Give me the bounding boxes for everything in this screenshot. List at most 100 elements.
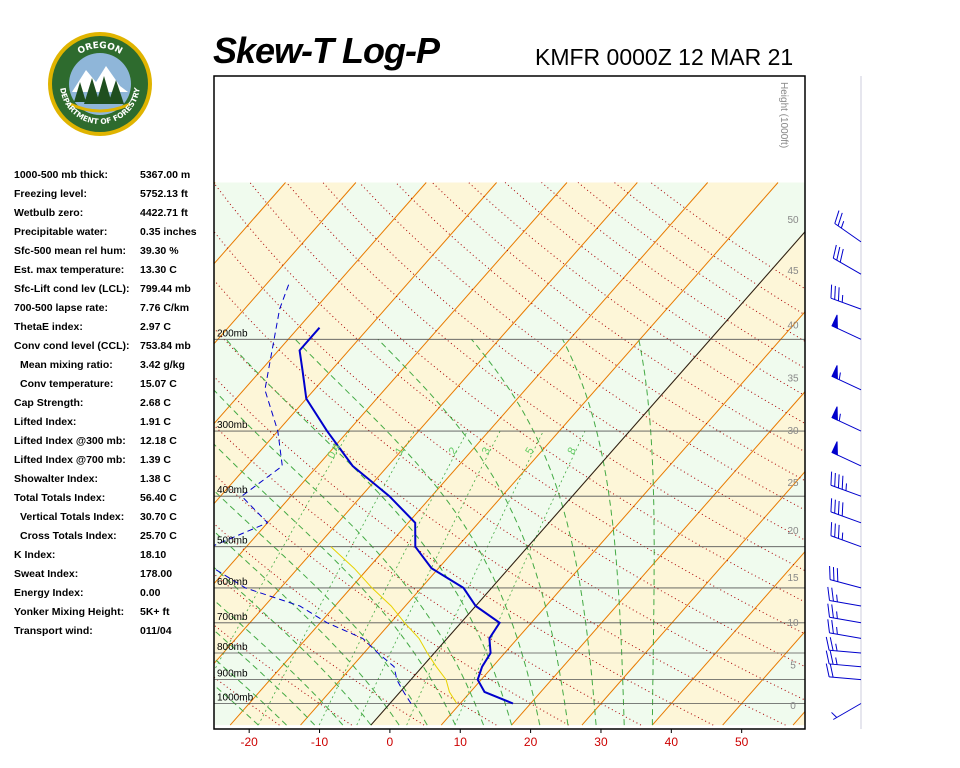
- index-label: 700-500 lapse rate:: [14, 302, 108, 314]
- isotherm-line: [581, 470, 805, 726]
- index-label: 1000-500 mb thick:: [14, 169, 108, 181]
- index-label: Cap Strength:: [14, 397, 84, 409]
- index-label: Est. max temperature:: [14, 264, 125, 276]
- plot-frame: [213, 75, 806, 730]
- height-tick-label: 50: [787, 215, 799, 226]
- isotherm-line: [792, 710, 805, 726]
- index-value: 18.10: [140, 549, 167, 561]
- index-label: Showalter Index:: [14, 473, 99, 485]
- barb-half: [835, 643, 838, 652]
- index-value: 12.18 C: [140, 435, 177, 447]
- isotherm-band: [300, 182, 805, 726]
- mixing-ratio-label: 2: [447, 445, 460, 456]
- dewpoint-profile-line: [214, 281, 412, 704]
- index-row: Conv cond level (CCL): 753.84 mb: [14, 338, 214, 357]
- index-label: ThetaE index:: [14, 321, 83, 333]
- isotherm-band: [214, 182, 216, 184]
- wind-barb: [830, 471, 862, 497]
- index-value: 5K+ ft: [140, 606, 170, 618]
- isotherm-line: [300, 182, 779, 726]
- barb-full: [831, 619, 834, 634]
- barb-half: [845, 483, 847, 491]
- wind-barb: [832, 244, 862, 275]
- barb-full: [834, 523, 836, 538]
- logo-mountains: [72, 66, 128, 92]
- wind-barb: [830, 284, 862, 310]
- x-tick-label: 0: [387, 735, 394, 749]
- height-tick-label: 10: [787, 618, 799, 629]
- index-row: Energy Index: 0.00: [14, 585, 214, 604]
- index-value: 3.42 g/kg: [140, 359, 185, 371]
- barb-shaft: [833, 257, 862, 275]
- isotherm-band: [793, 711, 805, 726]
- height-tick-label: 20: [787, 526, 799, 537]
- index-row: Transport wind: 011/04: [14, 623, 214, 642]
- barb-shaft: [833, 703, 862, 720]
- dry-adiabat: [214, 573, 425, 726]
- isotherm-line: [229, 182, 709, 726]
- wind-barb: [825, 650, 862, 668]
- isotherm-line: [0, 183, 74, 726]
- mixing-ratio-label: 1: [393, 446, 406, 457]
- index-value: 0.00: [140, 587, 161, 599]
- index-value: 4422.71 ft: [140, 207, 188, 219]
- index-row: Mean mixing ratio: 3.42 g/kg: [14, 357, 214, 376]
- isotherm-band: [0, 183, 74, 726]
- moist-adiabat: [214, 443, 456, 726]
- moist-adiabat: [214, 389, 484, 726]
- index-value: 15.07 C: [140, 378, 177, 390]
- index-value: 5752.13 ft: [140, 188, 188, 200]
- index-row: Cap Strength: 2.68 C: [14, 395, 214, 414]
- barb-flag: [831, 314, 838, 330]
- x-tick-label: 40: [665, 735, 679, 749]
- barb-full: [831, 587, 834, 602]
- isotherm-line: [651, 550, 805, 726]
- barb-full: [831, 604, 834, 618]
- index-row: Lifted Index @300 mb: 12.18 C: [14, 433, 214, 452]
- index-value: 30.70 C: [140, 511, 177, 523]
- index-value: 25.70 C: [140, 530, 177, 542]
- isotherm-line: [214, 182, 427, 425]
- wind-barb: [834, 210, 862, 243]
- moist-adiabat: [377, 338, 569, 726]
- barb-full: [834, 285, 836, 300]
- barb-shaft: [829, 663, 862, 668]
- index-row: Freezing level: 5752.13 ft: [14, 186, 214, 205]
- index-label: Sweat Index:: [14, 568, 79, 580]
- moist-adiabat: [638, 339, 655, 726]
- index-label: Sfc-500 mean rel hum:: [14, 245, 127, 257]
- index-row: ThetaE index: 2.97 C: [14, 319, 214, 338]
- barb-full: [834, 499, 836, 514]
- barb-full: [837, 287, 840, 301]
- barb-full: [827, 586, 830, 601]
- index-label: Conv temperature:: [20, 378, 114, 390]
- index-value: 39.30 %: [140, 245, 179, 257]
- wind-barbs: [825, 210, 862, 720]
- dry-adiabat: [286, 182, 805, 572]
- isotherm-line: [214, 182, 497, 505]
- pressure-label: 300mb: [217, 420, 248, 431]
- isotherm-line: [722, 630, 805, 726]
- index-value: 7.76 C/km: [140, 302, 190, 314]
- height-tick-label: 30: [787, 426, 799, 437]
- index-value: 1.38 C: [140, 473, 171, 485]
- index-row: Lifted Index: 1.91 C: [14, 414, 214, 433]
- wind-barb: [831, 365, 862, 391]
- height-tick-label: 0: [790, 701, 796, 712]
- barb-full: [829, 663, 834, 678]
- moist-adiabat: [214, 530, 400, 726]
- index-value: 178.00: [140, 568, 173, 580]
- pressure-label: 500mb: [217, 536, 248, 547]
- barb-shaft: [829, 676, 862, 681]
- logo-seal: OREGON DEPARTMENT OF FORESTRY: [48, 32, 152, 136]
- index-value: 753.84 mb: [140, 340, 191, 352]
- x-tick-label: -10: [311, 735, 329, 749]
- isotherm-line: [214, 182, 216, 185]
- index-value: 2.97 C: [140, 321, 171, 333]
- barb-shaft: [829, 599, 862, 607]
- x-tick-label: -20: [241, 735, 259, 749]
- barb-shaft: [834, 223, 862, 243]
- barb-full: [827, 603, 830, 618]
- mixing-ratio-line: [318, 430, 468, 726]
- isotherm-line: [0, 183, 4, 726]
